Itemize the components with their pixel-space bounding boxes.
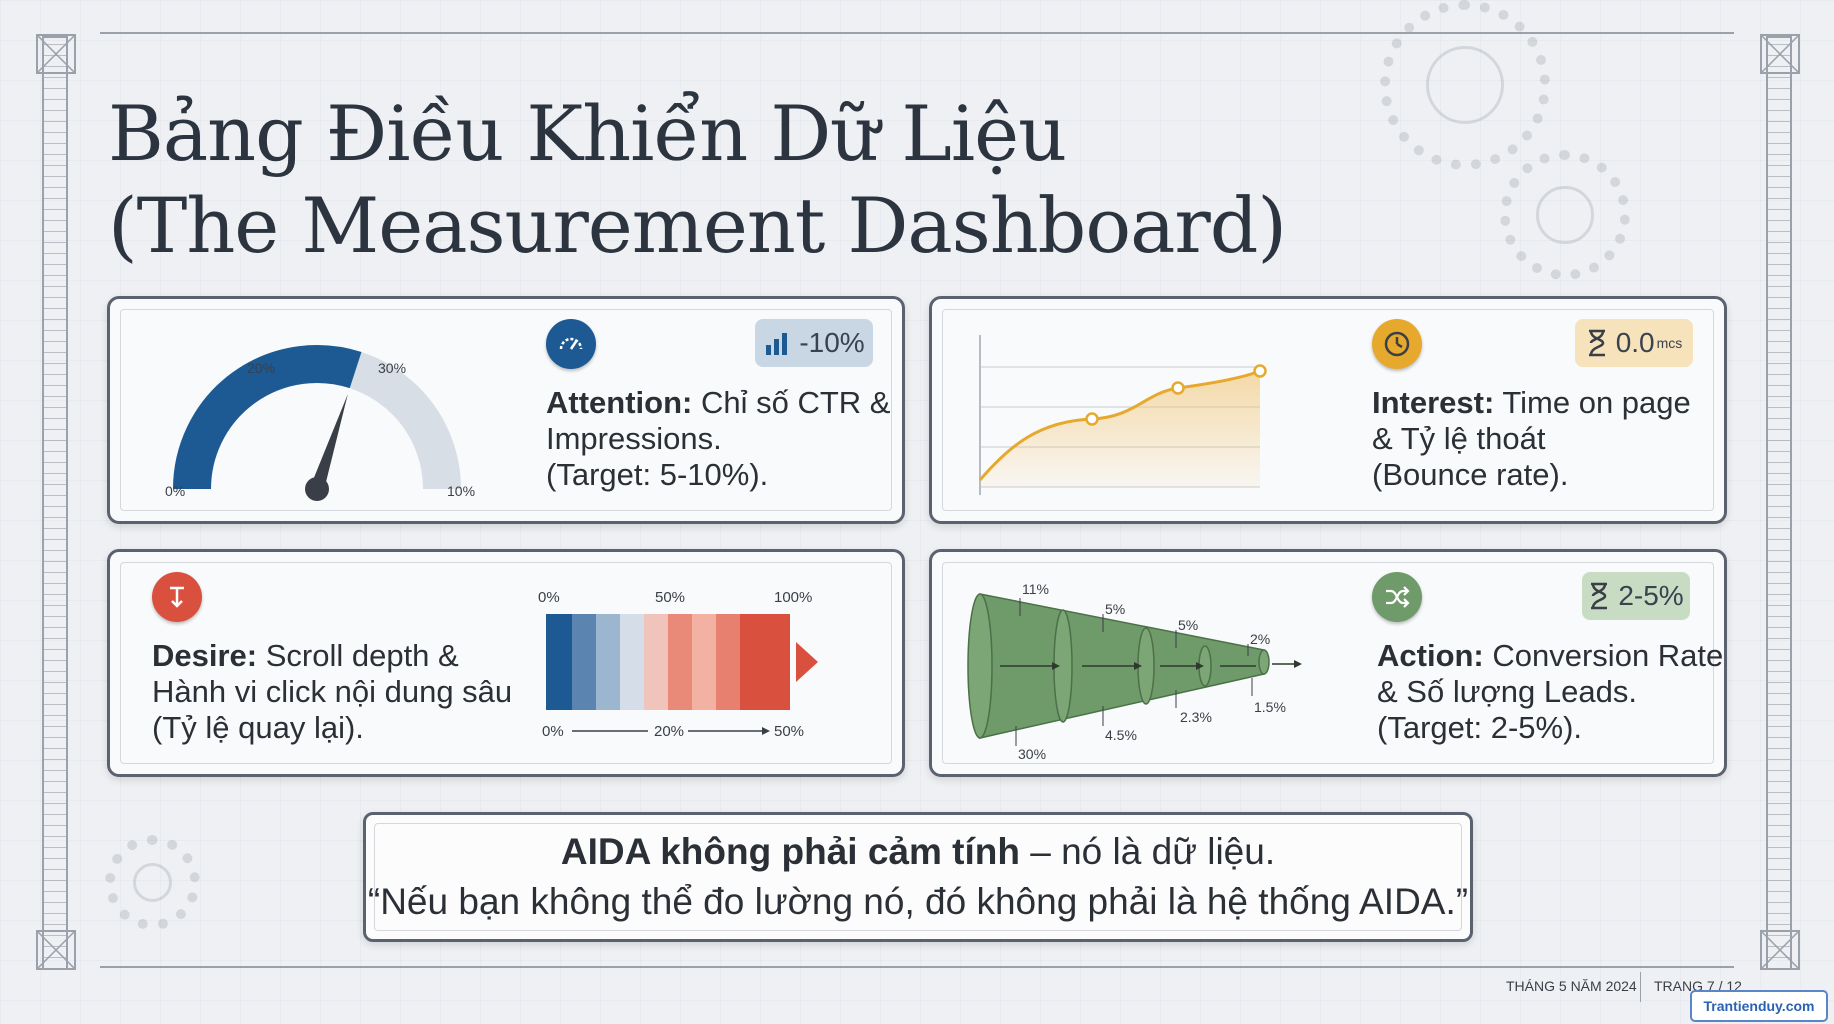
interest-point: [1085, 412, 1099, 426]
gauge-hub: [305, 477, 329, 501]
desire-scale-bottom-0: 0%: [542, 723, 564, 740]
desire-scale-bottom-20: 20%: [654, 723, 684, 740]
watermark-link[interactable]: Trantienduy.com: [1690, 990, 1828, 1022]
gauge-label-10: 10%: [447, 483, 475, 499]
action-badge: 2-5%: [1582, 572, 1690, 620]
action-label: Action:: [1377, 638, 1484, 673]
funnel-bottom-label: 4.5%: [1105, 727, 1137, 743]
funnel-bottom-label: 2.3%: [1180, 709, 1212, 725]
funnel-top-label: 5%: [1105, 601, 1125, 617]
hourglass-icon: [1588, 329, 1605, 357]
bar-chart-icon: [766, 333, 788, 355]
interest-point: [1171, 381, 1185, 395]
interest-text: Interest: Time on page & Tỷ lệ thoát (Bo…: [1372, 385, 1691, 493]
scroll-depth-bar: 0% 50% 100% 0% 20% 50%: [538, 589, 818, 740]
hourglass-icon: [1591, 582, 1608, 610]
gauge-label-30: 30%: [378, 360, 406, 376]
interest-area: [980, 371, 1260, 487]
funnel-bottom-label: 1.5%: [1254, 699, 1286, 715]
interest-badge: 0.0 mcs: [1575, 319, 1693, 367]
corner-box: [36, 34, 76, 74]
left-ruler: [42, 36, 68, 970]
desire-scale-top-100: 100%: [774, 589, 812, 606]
attention-line-2: Impressions.: [546, 421, 722, 456]
attention-panel: 0% 20% 30% 10% -10% Attention: Chỉ số CT…: [107, 296, 905, 524]
attention-badge-value: -10%: [799, 327, 865, 358]
gauge-label-20: 20%: [247, 360, 275, 376]
gear-icon: [1500, 150, 1630, 280]
interest-line-3: (Bounce rate).: [1372, 457, 1569, 492]
quote-line-2: “Nếu bạn không thể đo lường nó, đó không…: [367, 881, 1469, 922]
attention-text: Attention: Chỉ số CTR & Impressions. (Ta…: [546, 385, 890, 493]
quote-line-1: AIDA không phải cảm tính – nó là dữ liệu…: [366, 831, 1470, 873]
interest-badge-value: 0.0: [1615, 327, 1655, 358]
funnel-bottom-label: 30%: [1018, 746, 1046, 762]
attention-badge: -10%: [755, 319, 873, 367]
quote-bold: AIDA không phải cảm tính: [560, 831, 1020, 872]
desire-scale-top-50: 50%: [655, 589, 685, 606]
conversion-funnel: 11% 5% 5% 2% 30% 4.5% 2.3% 1.5%: [967, 581, 1302, 762]
gauge-fill: [173, 345, 362, 490]
action-panel: 11% 5% 5% 2% 30% 4.5% 2.3% 1.5% 2-5% Act…: [929, 549, 1727, 777]
interest-point: [1253, 364, 1267, 378]
footer-date: THÁNG 5 NĂM 2024: [1506, 978, 1637, 994]
footer-divider: [1640, 972, 1641, 1002]
quote-rest: – nó là dữ liệu.: [1019, 831, 1276, 872]
title-line-1: Bảng Điều Khiển Dữ Liệu: [108, 89, 1067, 178]
action-badge-value: 2-5%: [1618, 580, 1684, 611]
gauge-label-0: 0%: [165, 483, 185, 499]
interest-line-2: & Tỷ lệ thoát: [1372, 421, 1546, 456]
desire-line-2: Hành vi click nội dung sâu: [152, 674, 513, 709]
corner-box: [1760, 34, 1800, 74]
right-ruler: [1766, 36, 1792, 970]
interest-line: [978, 369, 1261, 481]
attention-line-3: (Target: 5-10%).: [546, 457, 769, 492]
interest-label: Interest:: [1372, 385, 1495, 420]
corner-box: [36, 930, 76, 970]
funnel-top-label: 5%: [1178, 617, 1198, 633]
action-label-rest: Conversion Rate: [1483, 638, 1724, 673]
interest-badge-unit: mcs: [1656, 335, 1683, 351]
quote-box: AIDA không phải cảm tính – nó là dữ liệu…: [363, 812, 1473, 942]
gauge-needle: [310, 393, 348, 492]
action-line-2: & Số lượng Leads.: [1377, 674, 1637, 709]
desire-label: Desire:: [152, 638, 258, 673]
frame-top-line: [100, 32, 1734, 34]
interest-chart: [978, 335, 1267, 495]
scroll-down-icon: [152, 572, 202, 622]
title-line-2: (The Measurement Dashboard): [108, 181, 1287, 270]
speedometer-icon: [546, 319, 596, 369]
attention-label-rest: Chỉ số CTR &: [692, 385, 891, 420]
desire-label-rest: Scroll depth &: [257, 638, 459, 673]
interest-panel: 0.0 mcs Interest: Time on page & Tỷ lệ th…: [929, 296, 1727, 524]
corner-box: [1760, 930, 1800, 970]
page-title: Bảng Điều Khiển Dữ Liệu (The Measurement…: [108, 88, 1287, 272]
gear-icon: [1380, 0, 1550, 170]
attention-label: Attention:: [546, 385, 693, 420]
desire-panel: Desire: Scroll depth & Hành vi click nội…: [107, 549, 905, 777]
gear-icon: [105, 835, 200, 930]
desire-text: Desire: Scroll depth & Hành vi click nội…: [152, 638, 512, 746]
interest-label-rest: Time on page: [1494, 385, 1691, 420]
shuffle-icon: [1372, 572, 1422, 622]
funnel-top-label: 11%: [1022, 581, 1049, 597]
desire-line-3: (Tỷ lệ quay lại).: [152, 710, 364, 745]
action-text: Action: Conversion Rate & Số lượng Leads…: [1377, 638, 1723, 746]
clock-icon: [1372, 319, 1422, 369]
frame-bottom-line: [100, 966, 1734, 968]
funnel-top-label: 2%: [1250, 631, 1270, 647]
desire-scale-top-0: 0%: [538, 589, 560, 606]
attention-gauge: 0% 20% 30% 10%: [165, 345, 475, 501]
desire-scale-bottom-50: 50%: [774, 723, 804, 740]
action-line-3: (Target: 2-5%).: [1377, 710, 1583, 745]
